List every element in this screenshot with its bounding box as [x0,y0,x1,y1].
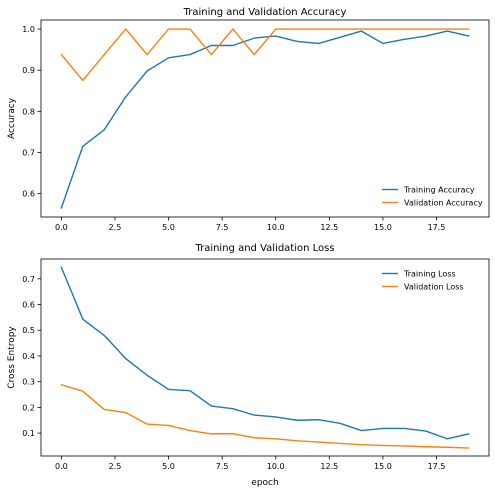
training-accuracy-legend-label: Training Accuracy [403,186,475,195]
training-accuracy-line [60,30,470,209]
training-loss-legend-label: Training Loss [403,270,456,279]
accuracy-chart: Training and Validation Accuracy Accurac… [7,7,490,232]
loss-x-tick-label: 15.0 [374,462,392,471]
accuracy-x-tick-label: 2.5 [109,223,122,232]
loss-chart-title: Training and Validation Loss [194,243,334,254]
accuracy-legend: Training Accuracy Validation Accuracy [376,180,484,212]
accuracy-ticks: 0.0 2.5 5.0 7.5 10.0 12.5 15.0 17.5 0.6 0.7 0.8 0.9… [22,25,445,232]
loss-lines [60,266,470,449]
accuracy-x-tick-label: 15.0 [374,223,392,232]
loss-y-tick-label: 0.1 [22,429,35,438]
accuracy-y-tick-label: 0.8 [22,107,35,116]
accuracy-y-tick-label: 0.9 [22,66,35,75]
training-loss-line [60,266,470,440]
accuracy-y-tick-label: 0.6 [22,190,35,199]
loss-x-tick-label: 7.5 [216,462,229,471]
loss-y-tick-label: 0.7 [22,275,35,284]
loss-y-tick-label: 0.2 [22,403,35,412]
accuracy-legend-box [376,180,484,212]
loss-x-tick-label: 0.0 [55,462,68,471]
loss-plot-frame [40,258,490,457]
accuracy-lines [60,28,470,209]
loss-x-tick-label: 12.5 [320,462,338,471]
validation-accuracy-line [60,28,470,82]
accuracy-y-axis-label: Accuracy [7,97,17,139]
loss-x-tick-label: 17.5 [428,462,446,471]
accuracy-plot-frame [40,19,490,218]
validation-accuracy-legend-label: Validation Accuracy [404,199,483,208]
loss-y-tick-label: 0.5 [22,326,35,335]
accuracy-y-tick-label: 1.0 [22,25,35,34]
loss-y-tick-label: 0.3 [22,378,35,387]
loss-legend-box [376,264,484,296]
loss-x-tick-label: 5.0 [162,462,175,471]
loss-y-tick-label: 0.6 [22,301,35,310]
validation-loss-line [60,383,470,449]
validation-loss-legend-label: Validation Loss [404,283,464,292]
loss-y-tick-label: 0.4 [22,352,35,361]
accuracy-y-tick-label: 0.7 [22,148,35,157]
loss-legend: Training Loss Validation Loss [376,264,484,296]
accuracy-x-tick-label: 7.5 [216,223,229,232]
loss-ticks: 0.0 2.5 5.0 7.5 10.0 12.5 15.0 17.5 0.1 0.2 0.3 0.4… [22,275,445,471]
accuracy-x-tick-label: 17.5 [428,223,446,232]
accuracy-x-tick-label: 12.5 [320,223,338,232]
accuracy-x-tick-label: 0.0 [55,223,68,232]
loss-x-tick-label: 10.0 [267,462,285,471]
accuracy-x-tick-label: 10.0 [267,223,285,232]
loss-chart: Training and Validation Loss Cross Entro… [7,243,490,488]
accuracy-x-tick-label: 5.0 [162,223,175,232]
loss-y-axis-label: Cross Entropy [7,326,17,389]
loss-x-tick-label: 2.5 [109,462,122,471]
accuracy-chart-title: Training and Validation Accuracy [183,7,347,18]
loss-x-axis-label: epoch [251,478,278,488]
